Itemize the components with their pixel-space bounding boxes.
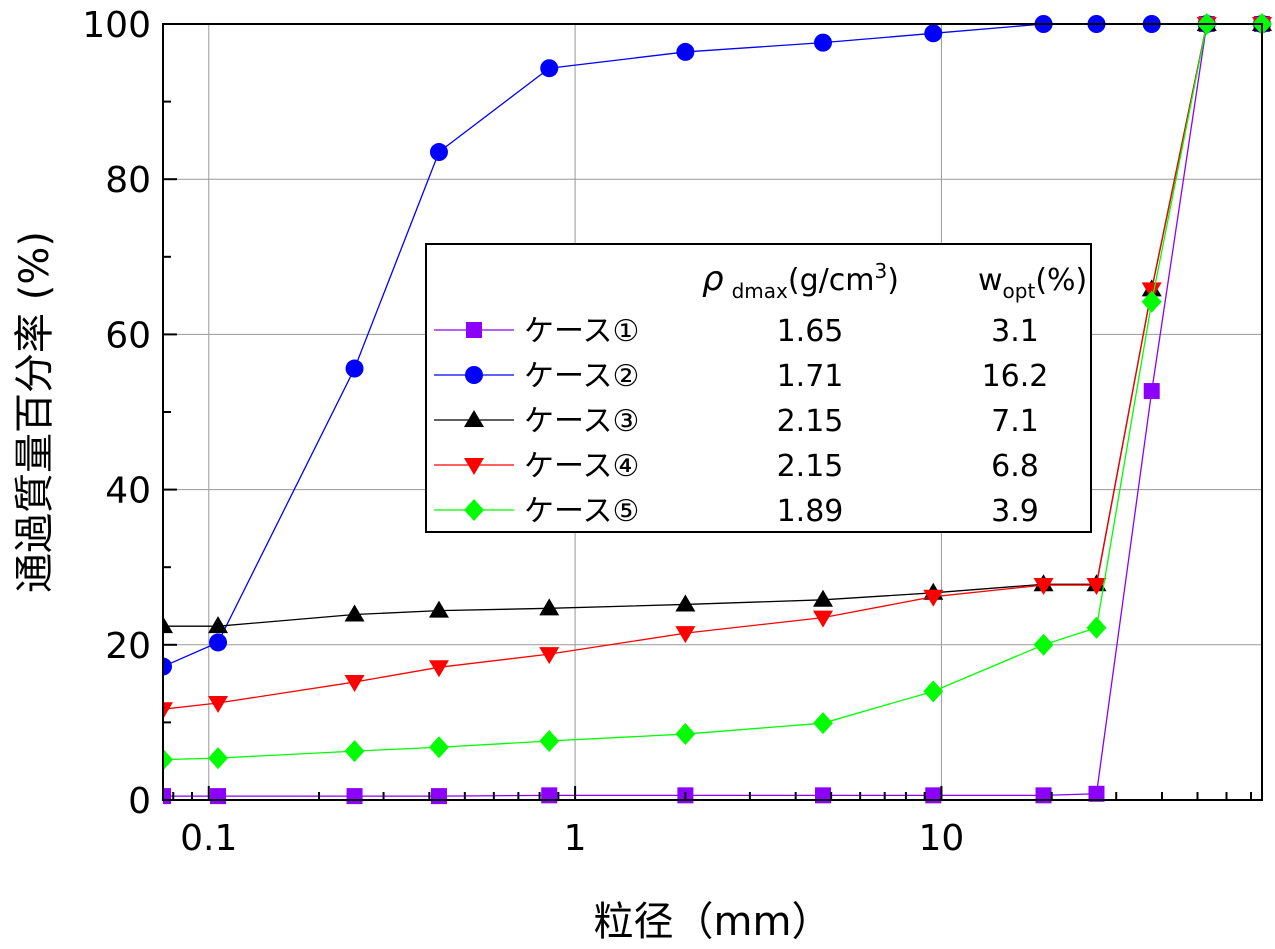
series-5 [163, 13, 1272, 771]
legend-row-1: ケース① 1.65 3.1 [434, 314, 1039, 349]
y-tick-label: 60 [105, 315, 151, 356]
legend-row-4: ケース④ 2.15 6.8 [434, 449, 1039, 484]
y-tick-label: 40 [105, 471, 151, 512]
data-point [429, 143, 448, 162]
data-point [208, 747, 229, 770]
y-tick-label: 80 [105, 160, 151, 201]
data-point [675, 594, 696, 612]
data-point [209, 633, 228, 652]
legend-density-value: 1.89 [777, 494, 844, 529]
data-point [539, 730, 560, 753]
legend-series-name: ケース⑤ [524, 494, 639, 529]
data-point [208, 696, 229, 713]
legend-row-3: ケース③ 2.15 7.1 [434, 404, 1039, 439]
data-point [344, 740, 365, 763]
legend-row-2: ケース② 1.71 16.2 [434, 359, 1048, 394]
legend-swatch-marker [464, 499, 484, 521]
w-unit: (%) [1035, 263, 1087, 298]
legend-series-name: ケース② [524, 359, 639, 394]
y-tick-label: 20 [105, 626, 151, 667]
rho-close: ) [887, 263, 899, 298]
data-point [344, 604, 365, 622]
data-point [675, 723, 696, 746]
legend-swatch-marker [464, 458, 484, 475]
data-point [163, 657, 172, 676]
legend-row-5: ケース⑤ 1.89 3.9 [434, 494, 1039, 529]
data-point [1086, 578, 1107, 596]
legend-header-density: ρ dmax(g/cm3) [702, 259, 899, 303]
data-point [1033, 578, 1054, 596]
legend-density-value: 1.71 [777, 359, 844, 394]
data-point [163, 748, 173, 771]
data-point [1086, 616, 1107, 639]
legend-water-value: 3.9 [991, 494, 1039, 529]
data-point [675, 626, 696, 644]
data-point [1088, 785, 1105, 802]
legend-rows: ケース① 1.65 3.1 ケース② 1.71 16.2 ケース③ 2.15 7.1 ケース④ 2.… [434, 314, 1048, 529]
data-point [812, 712, 833, 735]
data-point [540, 59, 559, 78]
legend-density-value: 1.65 [777, 314, 844, 349]
data-point [345, 359, 364, 378]
data-point [344, 675, 365, 693]
rho-unit: (g/cm [788, 263, 875, 298]
legend-series-name: ケース① [524, 314, 639, 349]
data-point [813, 33, 832, 52]
legend-swatch-marker [465, 366, 483, 384]
legend-water-value: 16.2 [982, 359, 1049, 394]
legend-box [425, 243, 1092, 533]
data-point [163, 616, 173, 634]
x-tick-label: 0.1 [180, 818, 237, 859]
x-tick-label: 10 [919, 818, 965, 859]
data-point [430, 788, 447, 805]
rho-symbol: ρ [702, 259, 724, 299]
data-point [1141, 290, 1162, 313]
legend-header-water: wopt(%) [978, 263, 1087, 303]
data-point [1143, 383, 1160, 400]
legend-density-value: 2.15 [777, 449, 844, 484]
x-axis-title: 粒径（mm） [594, 899, 832, 945]
data-point [539, 647, 560, 665]
y-tick-label: 0 [128, 781, 151, 822]
rho-subscript: dmax [732, 279, 788, 303]
data-point [676, 42, 695, 61]
data-point [812, 589, 833, 607]
data-point [923, 589, 944, 607]
legend-water-value: 3.1 [991, 314, 1039, 349]
legend-swatch-marker [464, 410, 484, 427]
w-subscript: opt [1003, 279, 1036, 303]
y-tick-label: 100 [82, 5, 151, 46]
x-tick-label: 1 [564, 818, 587, 859]
legend: ρ dmax(g/cm3) wopt(%) ケース① 1.65 3.1 ケース② 1.71… [425, 243, 1092, 533]
y-axis-title: 通過質量百分率 (%) [12, 231, 58, 593]
data-point [163, 788, 171, 805]
data-point [428, 736, 449, 759]
legend-series-name: ケース④ [524, 449, 639, 484]
data-point [539, 598, 560, 616]
data-point [1033, 633, 1054, 656]
rho-superscript: 3 [874, 259, 887, 283]
data-point [428, 600, 449, 618]
data-point [163, 702, 173, 720]
legend-water-value: 6.8 [991, 449, 1039, 484]
legend-swatch-marker [466, 322, 482, 338]
data-point [923, 680, 944, 703]
data-point [924, 24, 943, 43]
data-point [210, 788, 227, 805]
legend-water-value: 7.1 [991, 404, 1039, 439]
w-symbol: w [978, 263, 1003, 298]
series-layer [163, 13, 1272, 805]
data-point [812, 610, 833, 628]
legend-series-name: ケース③ [524, 404, 639, 439]
data-point [346, 788, 363, 805]
legend-density-value: 2.15 [777, 404, 844, 439]
data-point [208, 616, 229, 634]
data-point [428, 660, 449, 678]
